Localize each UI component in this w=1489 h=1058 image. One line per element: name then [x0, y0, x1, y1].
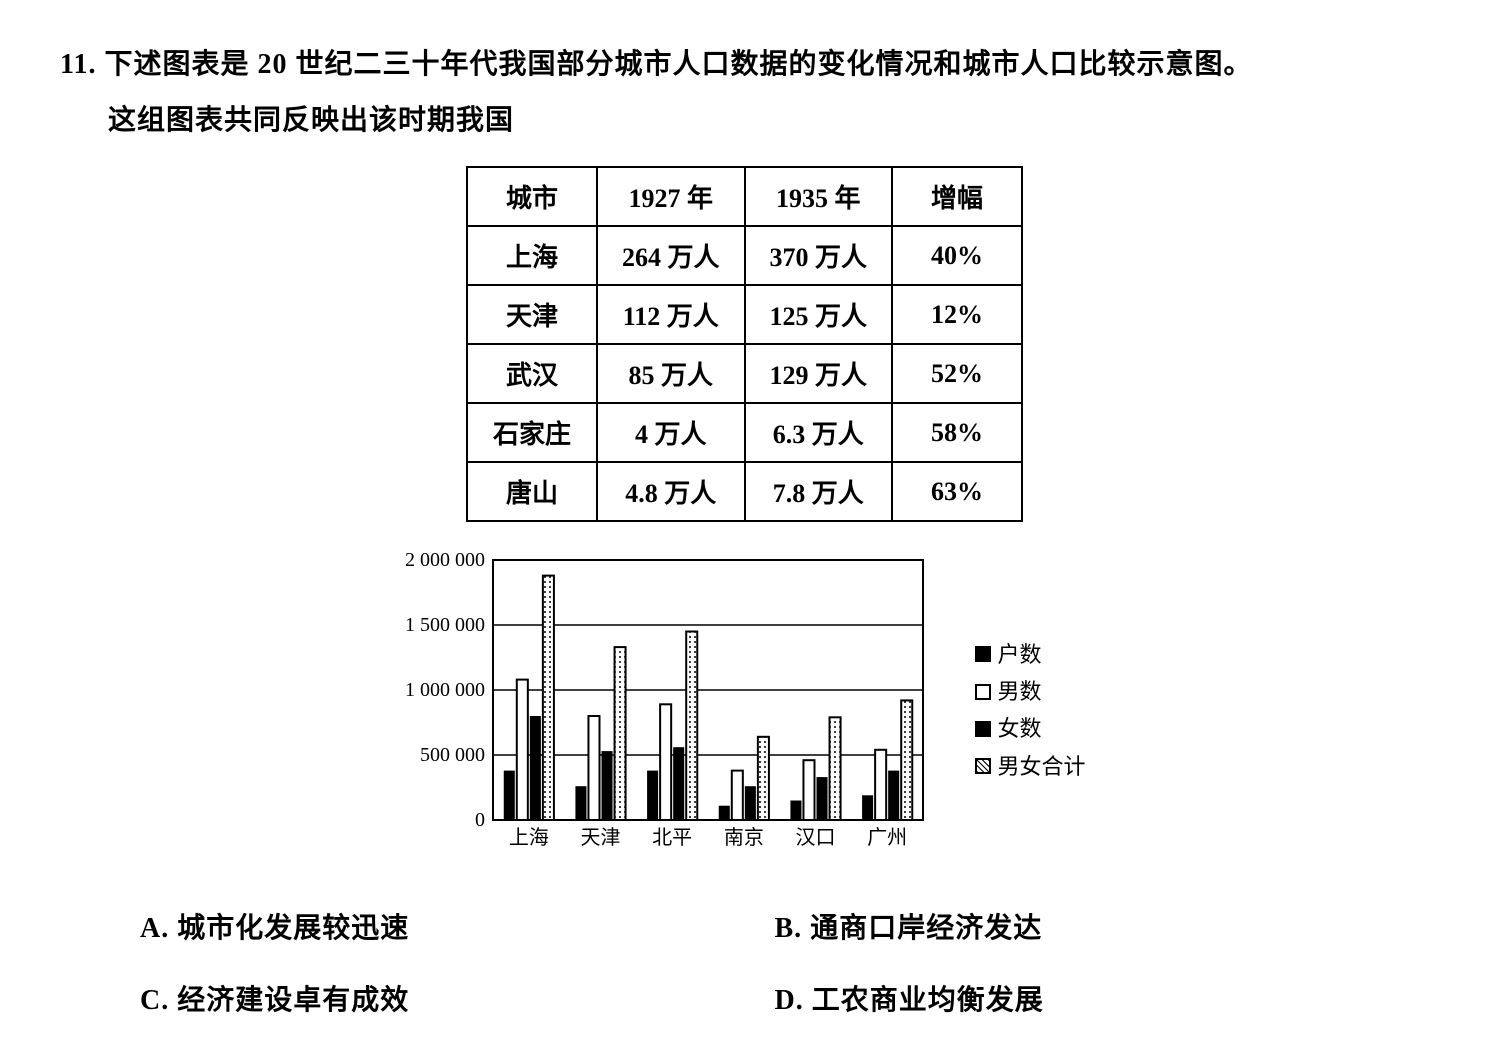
table-row: 石家庄4 万人6.3 万人58%	[467, 403, 1022, 462]
question-number: 11.	[60, 49, 96, 80]
option-b: B. 通商口岸经济发达	[775, 906, 1350, 946]
swatch-hollow-icon	[975, 684, 991, 700]
th-1935: 1935 年	[745, 167, 893, 226]
svg-text:2 000 000: 2 000 000	[405, 550, 485, 571]
option-c: C. 经济建设卓有成效	[140, 978, 715, 1018]
legend-item: 户数	[975, 636, 1085, 673]
table-row: 唐山4.8 万人7.8 万人63%	[467, 462, 1022, 521]
svg-text:南京: 南京	[724, 826, 764, 849]
svg-text:0: 0	[475, 809, 485, 831]
th-growth: 增幅	[892, 167, 1022, 226]
svg-text:1 000 000: 1 000 000	[405, 679, 485, 701]
swatch-pattern-icon	[975, 758, 991, 774]
legend-item: 女数	[975, 710, 1085, 747]
legend-item: 男数	[975, 673, 1085, 710]
table-row: 城市 1927 年 1935 年 增幅	[467, 167, 1022, 226]
swatch-solid-icon	[975, 721, 991, 737]
table-row: 天津112 万人125 万人12%	[467, 285, 1022, 344]
svg-text:1 500 000: 1 500 000	[405, 614, 485, 636]
svg-text:广州: 广州	[868, 826, 908, 849]
answer-options: A. 城市化发展较迅速 B. 通商口岸经济发达 C. 经济建设卓有成效 D. 工…	[140, 906, 1349, 1018]
question-text-1: 下述图表是 20 世纪二三十年代我国部分城市人口数据的变化情况和城市人口比较示意…	[104, 49, 1252, 80]
legend-item: 男女合计	[975, 748, 1085, 785]
population-table: 城市 1927 年 1935 年 增幅 上海264 万人370 万人40% 天津…	[466, 166, 1023, 522]
svg-text:上海: 上海	[509, 826, 549, 849]
svg-text:北平: 北平	[653, 826, 693, 849]
question-line-1: 11. 下述图表是 20 世纪二三十年代我国部分城市人口数据的变化情况和城市人口…	[60, 40, 1429, 90]
swatch-solid-icon	[975, 646, 991, 662]
option-d: D. 工农商业均衡发展	[775, 978, 1350, 1018]
population-bar-chart: 0 500 000 1 000 000 1 500 000 2 000 000 上海 天津 北…	[403, 550, 963, 870]
th-1927: 1927 年	[597, 167, 745, 226]
svg-text:500 000: 500 000	[420, 744, 485, 766]
chart-legend: 户数 男数 女数 男女合计	[975, 636, 1085, 786]
th-city: 城市	[467, 167, 597, 226]
table-row: 武汉85 万人129 万人52%	[467, 344, 1022, 403]
svg-text:天津: 天津	[581, 826, 621, 849]
question-line-2: 这组图表共同反映出该时期我国	[108, 98, 1429, 138]
option-a: A. 城市化发展较迅速	[140, 906, 715, 946]
population-table-wrap: 城市 1927 年 1935 年 增幅 上海264 万人370 万人40% 天津…	[60, 166, 1429, 522]
svg-text:汉口: 汉口	[796, 826, 836, 849]
table-row: 上海264 万人370 万人40%	[467, 226, 1022, 285]
chart-area: 0 500 000 1 000 000 1 500 000 2 000 000 上海 天津 北…	[60, 550, 1429, 870]
